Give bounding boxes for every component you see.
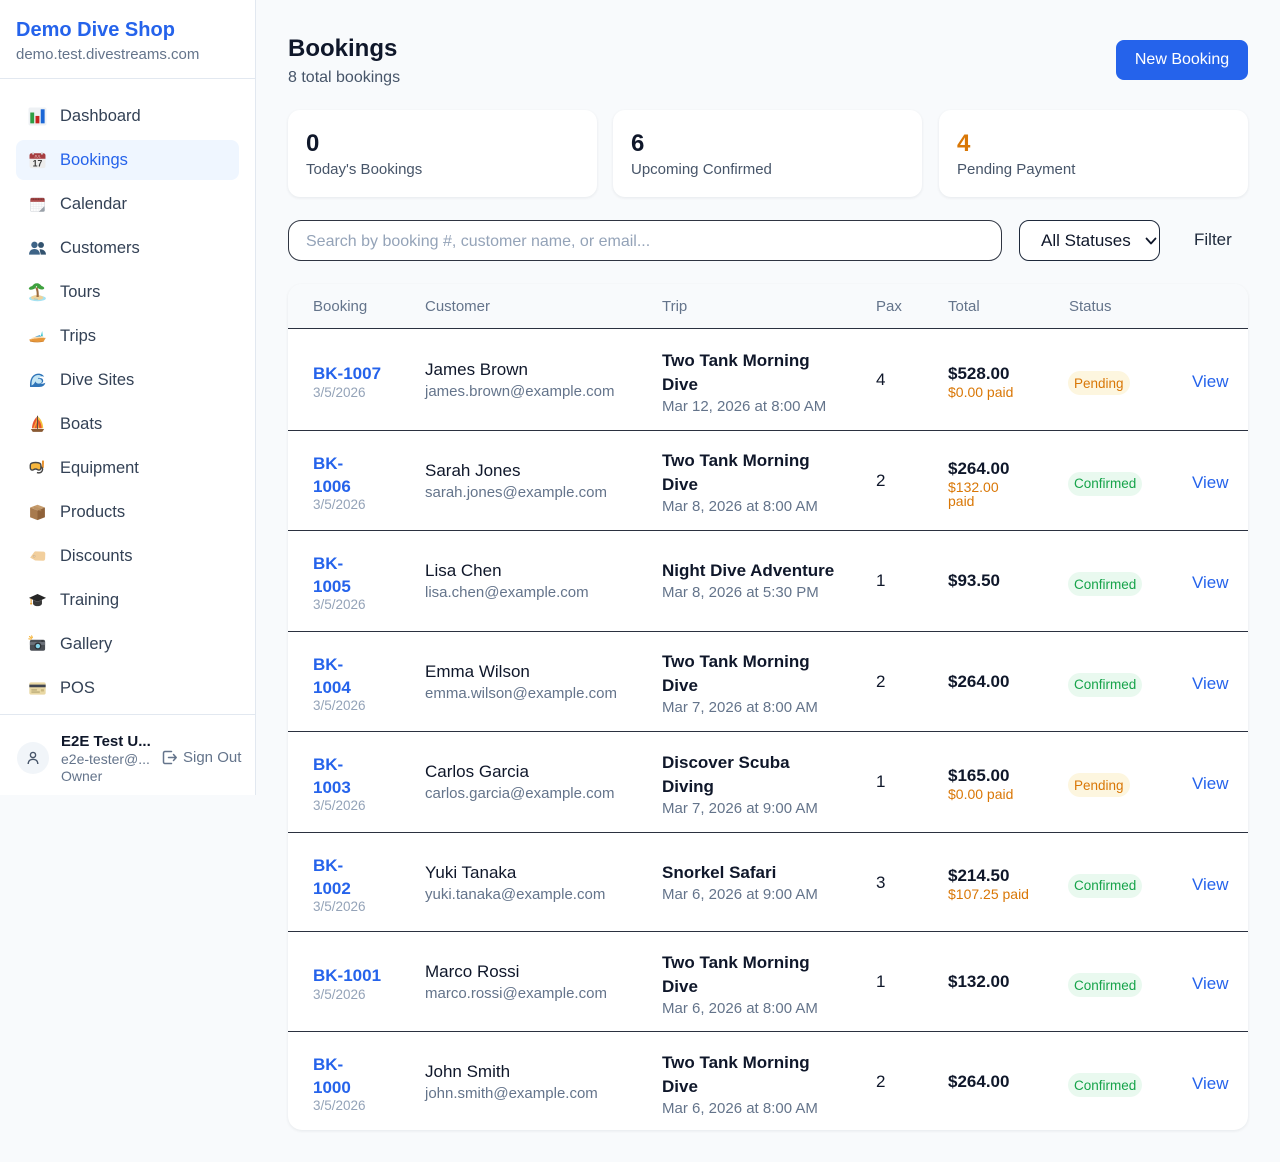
svg-text:17: 17: [33, 158, 43, 168]
svg-text:JUL: JUL: [34, 154, 40, 158]
